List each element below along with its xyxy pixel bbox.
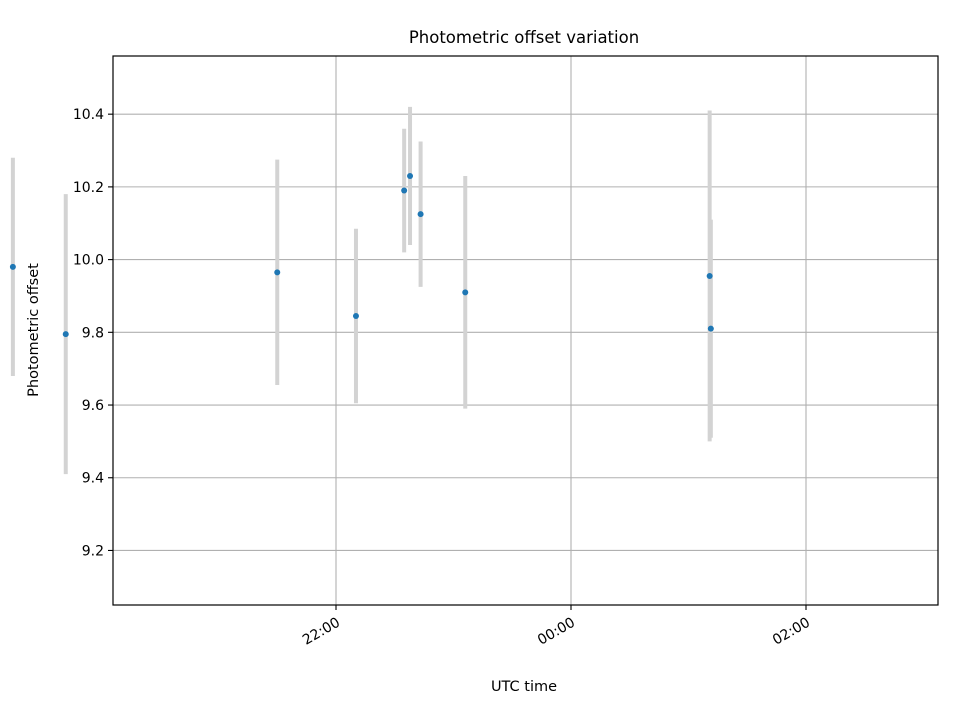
data-point xyxy=(352,312,359,319)
y-tick-label: 9.2 xyxy=(82,543,104,559)
data-point xyxy=(407,172,414,179)
y-tick-label: 9.6 xyxy=(82,398,104,414)
plot-frame xyxy=(112,55,939,606)
chart-title: Photometric offset variation xyxy=(409,28,639,47)
data-point xyxy=(706,272,713,279)
y-tick-label: 10.0 xyxy=(73,253,104,269)
data-point xyxy=(274,269,281,276)
data-point xyxy=(707,325,714,332)
x-axis-label: UTC time xyxy=(491,679,557,695)
data-point xyxy=(401,187,408,194)
data-point xyxy=(62,331,69,338)
y-tick-label: 10.4 xyxy=(73,107,104,123)
data-points xyxy=(9,172,714,338)
data-point xyxy=(462,289,469,296)
grid xyxy=(113,56,938,605)
y-tick-label: 10.2 xyxy=(73,180,104,196)
data-point xyxy=(9,263,16,270)
y-tick-label: 9.4 xyxy=(82,471,104,487)
data-point xyxy=(417,211,424,218)
y-tick-label: 9.8 xyxy=(82,325,104,341)
y-axis-ticks: 9.2 9.4 9.6 9.8 10.0 10.2 10.4 xyxy=(73,107,113,559)
y-axis-label: Photometric offset xyxy=(26,263,42,397)
